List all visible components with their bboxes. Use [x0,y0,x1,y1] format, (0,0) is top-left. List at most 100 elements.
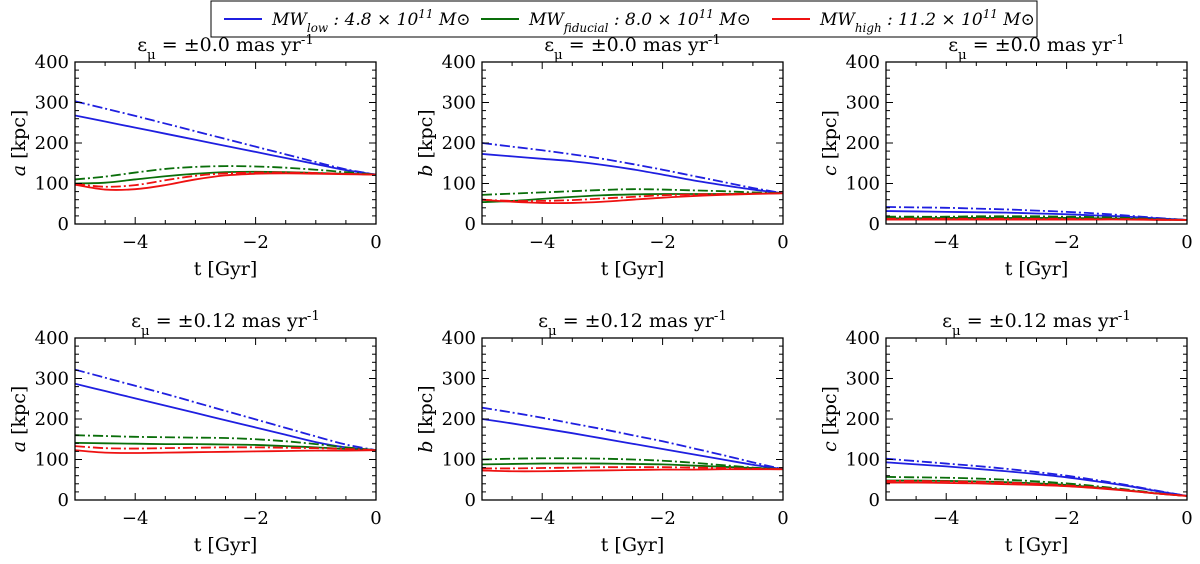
y-tick-label: 300 [846,93,880,114]
legend-label: MWhigh : 11.2 × 1011 M⊙ [819,7,1035,35]
y-tick-label: 100 [442,450,476,471]
y-tick-label: 0 [58,490,69,511]
x-axis-label: t [Gyr] [601,534,665,556]
y-tick-label: 300 [35,93,69,114]
x-tick-label: −2 [242,508,269,529]
chart-title: εμ = ±0.0 mas yr-1 [544,33,721,63]
series-line-MW_high-dashdot [75,445,376,452]
series-line-MW_high-solid [482,468,783,473]
x-axis-label: t [Gyr] [194,258,258,280]
legend-box [210,0,1038,38]
series-line-MW_high-dashdot [886,480,1187,497]
y-tick-label: 400 [442,52,476,73]
series-line-MW_low-dashdot [75,368,376,452]
x-tick-label: 0 [777,232,788,253]
chart-title: εμ = ±0.12 mas yr-1 [942,309,1131,339]
series-line-MW_high-solid [482,192,783,204]
y-tick-label: 300 [35,369,69,390]
series-line-MW_low-solid [75,114,376,176]
series-line-MW_fiducial-dashdot [482,457,783,471]
series-line-MW_fiducial-dashdot [482,188,783,196]
series-line-MW_high-dashdot [75,171,376,188]
y-tick-label: 400 [846,328,880,349]
legend: MWlow : 4.8 × 1011 M⊙ MWfiducial : 8.0 × … [210,0,1038,38]
series-line-MW_high-solid [75,172,376,191]
series-line-MW_high-dashdot [482,192,783,202]
x-tick-label: −4 [529,232,556,253]
panels: 0 100 200 300 400 −4 −2 0 t [Gyr] a [kpc] εμ = ±0.… [8,33,1193,557]
series-line-MW_low-dashdot [886,457,1187,497]
y-tick-label: 200 [35,409,69,430]
x-tick-label: 0 [370,508,381,529]
y-tick-label: 0 [465,490,476,511]
chart-title: εμ = ±0.0 mas yr-1 [137,33,314,63]
series-line-MW_low-dashdot [482,142,783,195]
series-line-MW_low-dashdot [886,206,1187,221]
series-line-MW_low-solid [482,418,783,471]
chart-panel: 0 100 200 300 400 −4 −2 0 t [Gyr] a [kpc] εμ = ±0.… [8,33,382,281]
y-tick-label: 300 [846,369,880,390]
series-line-MW_fiducial-dashdot [886,476,1187,497]
y-tick-label: 100 [35,174,69,195]
y-tick-label: 0 [869,214,880,235]
y-tick-label: 400 [35,328,69,349]
x-tick-label: −4 [529,508,556,529]
series-line-MW_high-dashdot [482,466,783,471]
chart-panel: 0 100 200 300 400 −4 −2 0 t [Gyr] b [kpc] εμ = ±0.… [415,309,789,557]
x-tick-label: −2 [242,232,269,253]
y-tick-label: 200 [442,133,476,154]
y-axis-label: c [kpc] [819,110,841,176]
plot-frame [481,337,784,501]
y-tick-label: 400 [35,52,69,73]
y-tick-label: 100 [442,174,476,195]
chart-panel: 0 100 200 300 400 −4 −2 0 t [Gyr] c [kpc] εμ = ±0.… [819,309,1193,557]
legend-label: MWlow : 4.8 × 1011 M⊙ [271,7,471,35]
y-axis-label: a [kpc] [8,110,30,177]
series-line-MW_fiducial-solid [75,441,376,452]
series-line-MW_fiducial-dashdot [75,434,376,452]
plot-frame [74,337,377,501]
x-tick-label: 0 [1181,508,1192,529]
y-tick-label: 300 [442,93,476,114]
x-tick-label: −4 [933,508,960,529]
plot-frame [74,61,377,225]
series-line-MW_low-solid [886,210,1187,221]
y-axis-label: b [kpc] [415,109,437,176]
x-tick-label: 0 [370,232,381,253]
x-tick-label: −2 [1053,508,1080,529]
y-axis-label: a [kpc] [8,386,30,453]
chart-title: εμ = ±0.12 mas yr-1 [538,309,727,339]
y-axis-label: b [kpc] [415,385,437,452]
x-tick-label: 0 [1181,232,1192,253]
series-line-MW_high-solid [75,449,376,454]
x-axis-label: t [Gyr] [1005,258,1069,280]
plot-frame [885,337,1188,501]
y-tick-label: 400 [442,328,476,349]
x-tick-label: −4 [122,232,149,253]
series-line-MW_fiducial-dashdot [75,165,376,181]
x-axis-label: t [Gyr] [194,534,258,556]
y-tick-label: 200 [35,133,69,154]
series-line-MW_low-solid [75,382,376,452]
chart-title: εμ = ±0.0 mas yr-1 [948,33,1125,63]
y-axis-label: c [kpc] [819,386,841,452]
y-tick-label: 200 [846,409,880,430]
series-line-MW_low-dashdot [482,406,783,471]
y-tick-label: 400 [846,52,880,73]
chart-panel: 0 100 200 300 400 −4 −2 0 t [Gyr] a [kpc] εμ = ±0.… [8,309,382,557]
x-tick-label: −2 [1053,232,1080,253]
y-tick-label: 0 [465,214,476,235]
x-axis-label: t [Gyr] [601,258,665,280]
x-tick-label: −2 [649,508,676,529]
plot-frame [885,61,1188,225]
x-tick-label: −4 [122,508,149,529]
chart-panel: 0 100 200 300 400 −4 −2 0 t [Gyr] b [kpc] εμ = ±0.… [415,33,789,281]
series-line-MW_fiducial-dashdot [886,215,1187,221]
chart-title: εμ = ±0.12 mas yr-1 [131,309,320,339]
series-line-MW_high-solid [886,481,1187,497]
series-line-MW_low-solid [886,461,1187,497]
y-tick-label: 300 [442,369,476,390]
y-tick-label: 200 [442,409,476,430]
x-tick-label: 0 [777,508,788,529]
legend-label: MWfiducial : 8.0 × 1011 M⊙ [528,7,751,35]
